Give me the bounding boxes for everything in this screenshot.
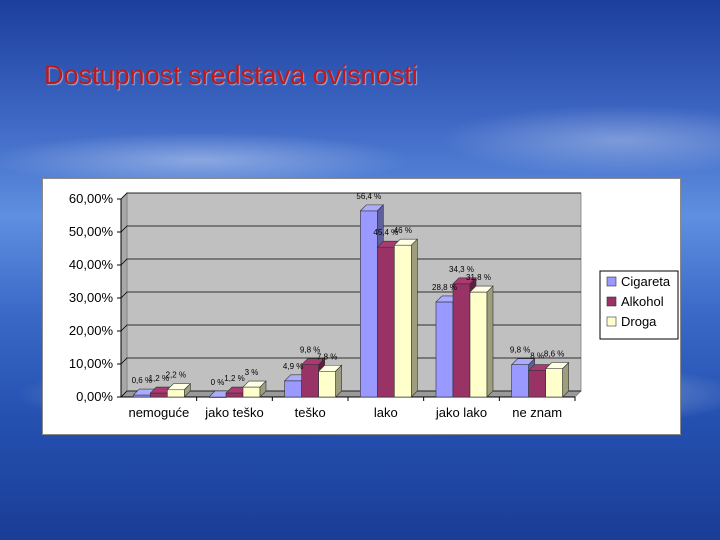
bar-side-droga xyxy=(411,238,418,398)
bar-cigareta xyxy=(511,364,529,398)
bar-side-droga xyxy=(335,364,342,398)
legend-swatch-cigareta xyxy=(606,276,617,287)
x-tick-label: ne znam xyxy=(512,405,562,420)
y-tick-label: 40,00% xyxy=(69,257,114,272)
gridline xyxy=(120,291,581,299)
legend-swatch-alkohol xyxy=(606,296,617,307)
data-label: 34,3 % xyxy=(449,265,474,274)
bar-droga xyxy=(242,386,261,398)
bar-side-droga xyxy=(486,285,494,398)
x-tick-label: jako teško xyxy=(204,405,264,420)
slide-title: Dostupnost sredstava ovisnosti xyxy=(44,60,418,90)
legend-swatch-droga xyxy=(606,316,617,327)
data-label: 3 % xyxy=(245,368,259,377)
y-tick-label: 20,00% xyxy=(69,323,114,338)
data-label: 28,8 % xyxy=(432,283,457,292)
data-label: 4,9 % xyxy=(283,362,303,371)
data-label: 0 % xyxy=(211,378,225,387)
data-label: 2,2 % xyxy=(166,371,186,380)
x-tick-label: jako lako xyxy=(435,405,487,420)
gridline xyxy=(120,357,581,365)
y-tick-label: 30,00% xyxy=(69,290,114,305)
data-label: 8,6 % xyxy=(544,350,564,359)
x-tick-label: teško xyxy=(295,405,326,420)
data-label: 31,8 % xyxy=(466,273,491,282)
data-label: 9,8 % xyxy=(300,346,320,355)
bar-side-droga xyxy=(184,383,191,398)
data-label: 45,4 % xyxy=(373,228,398,237)
gridline xyxy=(120,324,581,332)
bar-cigareta xyxy=(360,210,378,398)
y-tick-label: 10,00% xyxy=(69,356,114,371)
bar-side-droga xyxy=(562,361,569,398)
gridline xyxy=(120,225,581,233)
legend-label-droga: Droga xyxy=(621,314,657,329)
y-tick-label: 60,00% xyxy=(69,191,114,206)
bar-cigareta xyxy=(284,380,302,398)
data-label: 46 % xyxy=(394,226,412,235)
data-label: 56,4 % xyxy=(356,192,381,201)
bar-alkohol xyxy=(377,246,395,398)
gridline xyxy=(120,192,581,200)
y-tick-label: 50,00% xyxy=(69,224,114,239)
gridline xyxy=(120,390,581,398)
legend-label-cigareta: Cigareta xyxy=(621,274,671,289)
legend-label-alkohol: Alkohol xyxy=(621,294,664,309)
bar-cigareta xyxy=(435,301,454,398)
bar-alkohol xyxy=(150,392,168,398)
bar-droga xyxy=(167,389,185,398)
x-tick-label: lako xyxy=(374,405,398,420)
data-label: 1,2 % xyxy=(224,374,244,383)
bar-droga xyxy=(318,370,336,398)
chart-panel: 0,00% 10,00% 20,00% 30,00% 40,00% 50,00% 60,00… xyxy=(42,178,681,435)
data-label: 7,8 % xyxy=(317,352,337,361)
bar-droga xyxy=(469,291,488,398)
data-label: 9,8 % xyxy=(510,346,530,355)
bar-droga xyxy=(545,368,563,398)
data-label: 1,2 % xyxy=(149,374,169,383)
bar-alkohol xyxy=(301,364,319,398)
bar-side-droga xyxy=(259,380,267,398)
bar-alkohol xyxy=(528,370,546,398)
bar-droga xyxy=(394,244,412,398)
bar-alkohol xyxy=(225,392,244,398)
gridline xyxy=(120,258,581,266)
bar-alkohol xyxy=(452,283,471,398)
data-label: 8 % xyxy=(530,352,544,361)
x-tick-label: nemoguće xyxy=(128,405,189,420)
data-label: 0,6 % xyxy=(132,376,152,385)
bar-chart: 0,00% 10,00% 20,00% 30,00% 40,00% 50,00% 60,00… xyxy=(69,191,679,420)
y-tick-label: 0,00% xyxy=(76,389,113,404)
